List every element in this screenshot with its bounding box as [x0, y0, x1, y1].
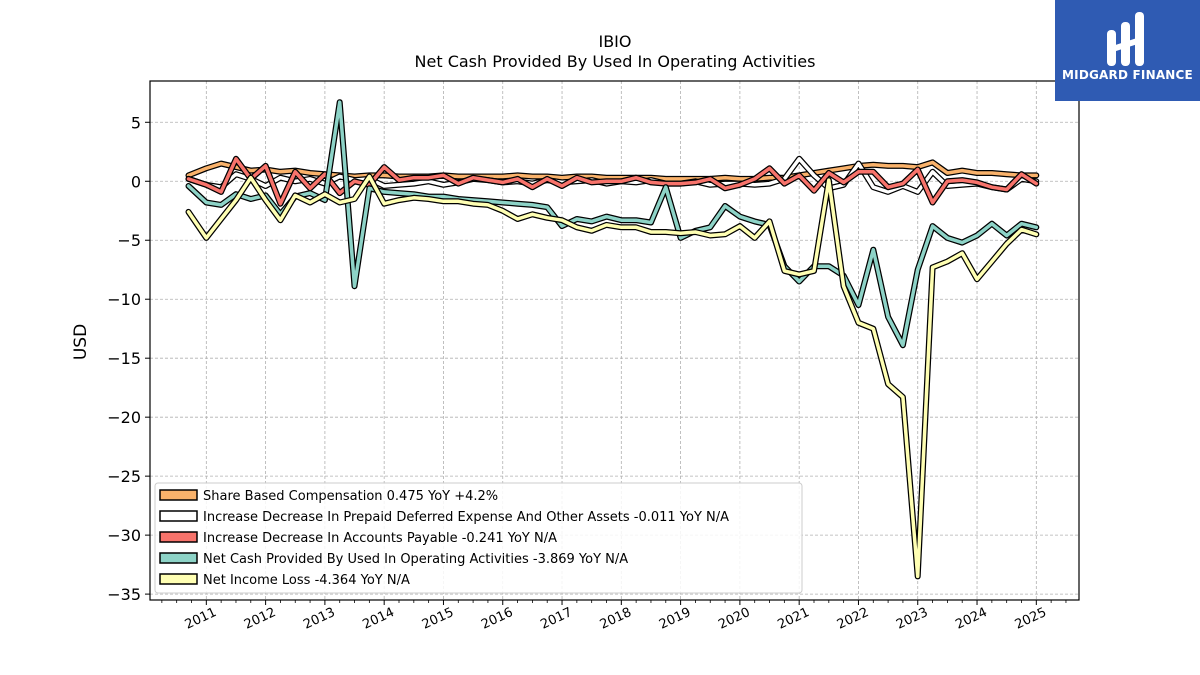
series-line-2	[185, 155, 1040, 207]
chart-title: IBIO	[598, 32, 631, 51]
y-tick-label: −15	[107, 349, 141, 368]
x-tick-label: 2021	[776, 605, 812, 633]
y-tick-label: −25	[107, 467, 141, 486]
brand-name: MIDGARD FINANCE	[1062, 68, 1193, 82]
series-line-3	[185, 99, 1040, 349]
legend-swatch	[159, 531, 198, 543]
legend-swatch	[159, 573, 198, 585]
legend-entry: Net Cash Provided By Used In Operating A…	[203, 552, 628, 567]
brand-logo: MIDGARD FINANCE	[1055, 0, 1200, 101]
x-tick-label: 2016	[479, 605, 515, 633]
series-path	[186, 100, 1039, 347]
series-line-4	[185, 173, 1040, 580]
y-tick-label: 5	[131, 113, 141, 132]
legend-swatch	[159, 510, 198, 522]
series-path	[186, 157, 1039, 206]
legend-swatch	[159, 489, 198, 501]
chart-subtitle: Net Cash Provided By Used In Operating A…	[415, 52, 816, 71]
legend-entry: Increase Decrease In Prepaid Deferred Ex…	[203, 510, 729, 525]
x-tick-label: 2020	[716, 605, 752, 633]
legend-swatch	[159, 552, 198, 564]
x-tick-label: 2013	[301, 605, 337, 633]
x-tick-label: 2012	[242, 605, 278, 633]
legend: Share Based Compensation 0.475 YoY +4.2%…	[154, 482, 803, 594]
logo-mark-icon	[1107, 12, 1144, 66]
y-tick-label: −20	[107, 408, 141, 427]
plot-frame	[149, 80, 1080, 601]
legend-box	[154, 482, 803, 594]
x-tick-label: 2022	[835, 605, 871, 633]
y-tick-label: −5	[117, 231, 141, 250]
series-path	[186, 174, 1039, 579]
y-tick-label: 0	[131, 172, 141, 191]
y-tick-label: −30	[107, 526, 141, 545]
x-tick-label: 2017	[538, 605, 574, 633]
x-tick-label: 2014	[361, 605, 397, 633]
y-tick-label: −10	[107, 290, 141, 309]
y-axis-label: USD	[71, 324, 91, 360]
legend-entry: Net Income Loss -4.364 YoY N/A	[203, 573, 410, 588]
x-tick-label: 2019	[657, 605, 693, 633]
series-line-0	[185, 159, 1040, 182]
series-group	[185, 99, 1040, 580]
x-tick-label: 2018	[598, 605, 634, 633]
x-tick-label: 2025	[1013, 605, 1049, 633]
series-path	[186, 160, 1039, 181]
legend-entry: Increase Decrease In Accounts Payable -0…	[203, 531, 557, 546]
x-tick-label: 2015	[420, 605, 456, 633]
x-tick-label: 2023	[894, 605, 930, 633]
y-tick-label: −35	[107, 585, 141, 604]
legend-entry: Share Based Compensation 0.475 YoY +4.2%	[203, 489, 498, 504]
x-tick-label: 2024	[953, 605, 989, 633]
x-tick-label: 2011	[183, 605, 219, 633]
